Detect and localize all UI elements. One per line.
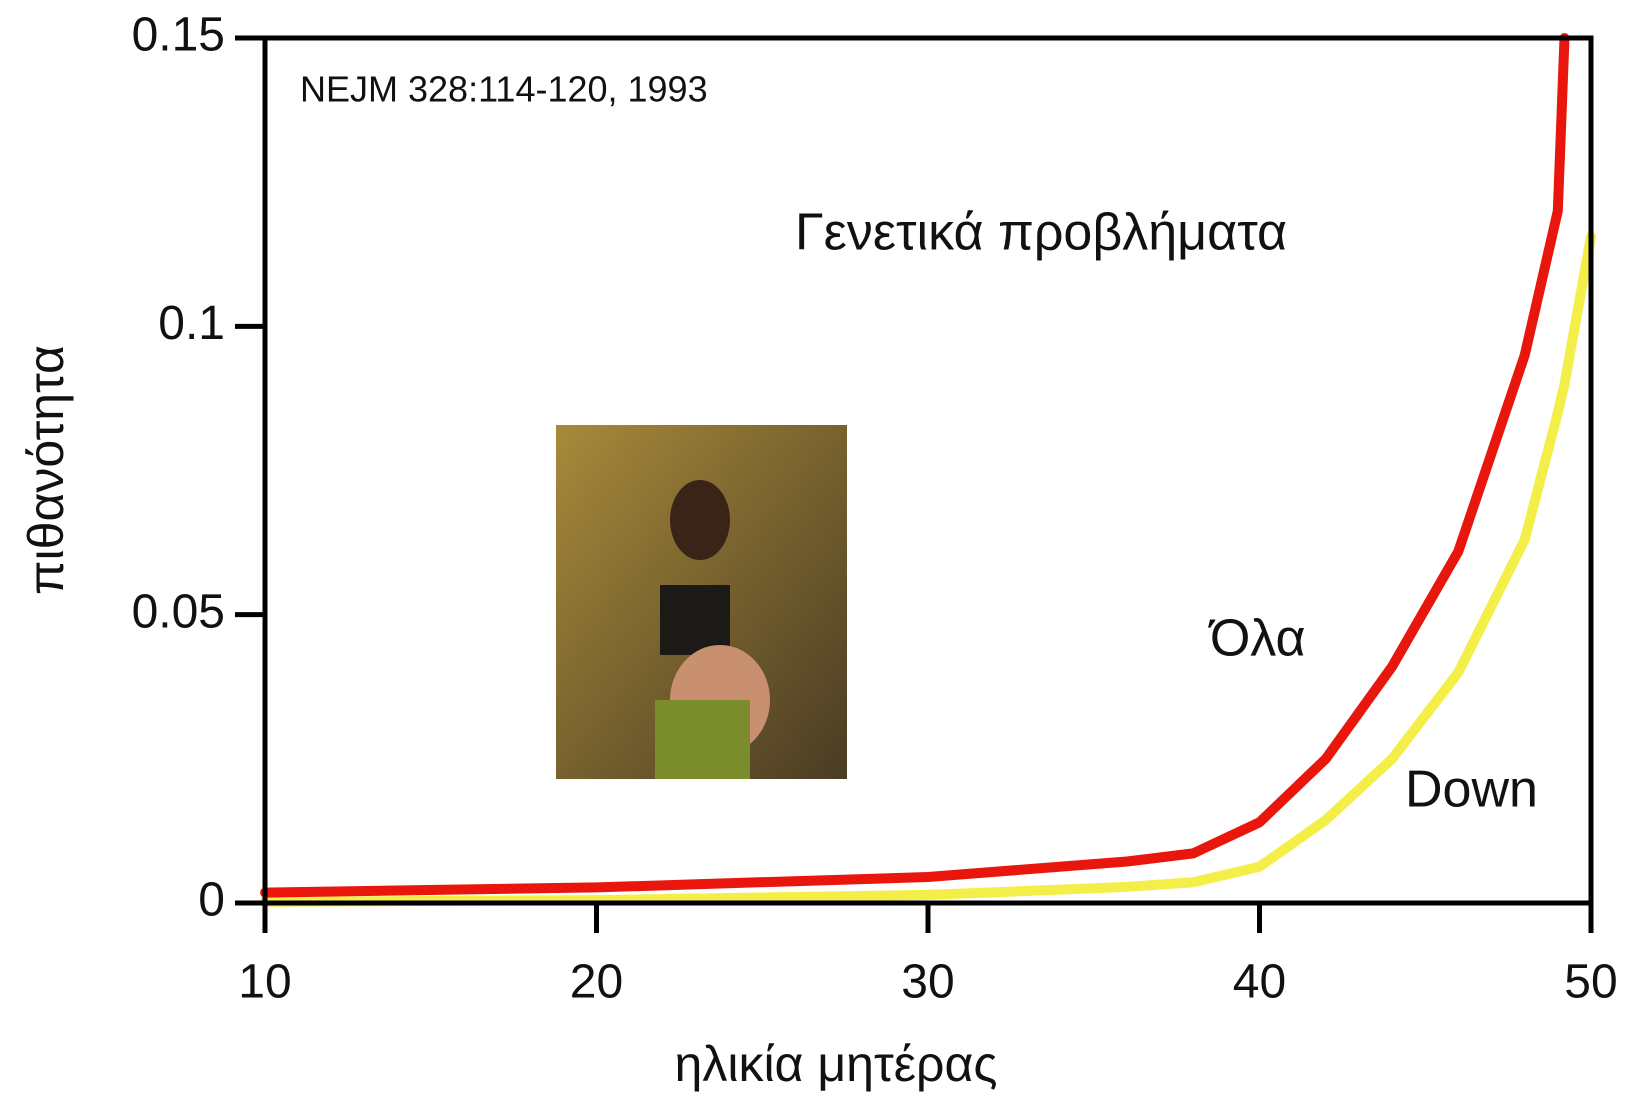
y-tick-label: 0 xyxy=(198,874,225,927)
y-tick-label: 0.05 xyxy=(132,585,225,638)
y-tick-label: 0.1 xyxy=(158,297,225,350)
x-axis-label: ηλικία μητέρας xyxy=(675,1036,998,1092)
x-tick-label: 50 xyxy=(1564,956,1617,1009)
x-tick-label: 30 xyxy=(901,956,954,1009)
x-tick-label: 40 xyxy=(1233,956,1286,1009)
series-line xyxy=(265,236,1591,901)
plot-frame xyxy=(265,38,1591,903)
series-label: Όλα xyxy=(1208,610,1306,668)
photo xyxy=(556,425,847,779)
annotation: Γενετικά προβλήματα xyxy=(795,204,1287,262)
series-label: Down xyxy=(1405,761,1538,819)
x-tick-label: 20 xyxy=(570,956,623,1009)
x-tick-label: 10 xyxy=(238,956,291,1009)
series-line xyxy=(265,38,1565,893)
y-axis-label: πιθανότητα xyxy=(18,345,74,595)
y-tick-label: 0.15 xyxy=(132,9,225,62)
source-note: NEJM 328:114-120, 1993 xyxy=(300,69,708,110)
chart: NEJM 328:114-120, 1993 Γενετικά προβλήμα… xyxy=(0,0,1627,1109)
